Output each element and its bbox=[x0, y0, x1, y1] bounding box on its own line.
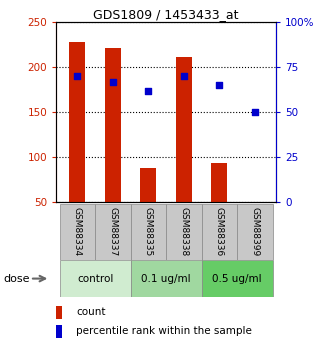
Bar bbox=[69, 42, 85, 202]
Bar bbox=[211, 163, 227, 202]
Bar bbox=[176, 57, 192, 202]
Text: GSM88336: GSM88336 bbox=[215, 207, 224, 257]
Title: GDS1809 / 1453433_at: GDS1809 / 1453433_at bbox=[93, 8, 239, 21]
FancyBboxPatch shape bbox=[131, 204, 166, 260]
Point bbox=[217, 82, 222, 88]
Text: dose: dose bbox=[3, 274, 30, 284]
Text: control: control bbox=[77, 274, 113, 284]
Text: 0.5 ug/ml: 0.5 ug/ml bbox=[212, 274, 262, 284]
Text: GSM88399: GSM88399 bbox=[250, 207, 259, 257]
Bar bbox=[56, 306, 62, 318]
FancyBboxPatch shape bbox=[95, 204, 131, 260]
Bar bbox=[56, 325, 62, 337]
FancyBboxPatch shape bbox=[131, 260, 202, 297]
Text: GSM88335: GSM88335 bbox=[144, 207, 153, 257]
FancyBboxPatch shape bbox=[60, 204, 95, 260]
Text: GSM88334: GSM88334 bbox=[73, 207, 82, 257]
Text: GSM88338: GSM88338 bbox=[179, 207, 188, 257]
Text: count: count bbox=[76, 307, 106, 317]
Point bbox=[110, 79, 116, 85]
FancyBboxPatch shape bbox=[166, 204, 202, 260]
FancyBboxPatch shape bbox=[237, 204, 273, 260]
Bar bbox=[105, 48, 121, 202]
Text: 0.1 ug/ml: 0.1 ug/ml bbox=[141, 274, 191, 284]
Text: percentile rank within the sample: percentile rank within the sample bbox=[76, 326, 252, 336]
Bar bbox=[140, 168, 156, 202]
Point bbox=[252, 109, 257, 115]
FancyBboxPatch shape bbox=[202, 260, 273, 297]
Point bbox=[181, 73, 187, 79]
Text: GSM88337: GSM88337 bbox=[108, 207, 117, 257]
FancyBboxPatch shape bbox=[202, 204, 237, 260]
FancyBboxPatch shape bbox=[60, 260, 131, 297]
Point bbox=[146, 88, 151, 93]
Point bbox=[75, 73, 80, 79]
